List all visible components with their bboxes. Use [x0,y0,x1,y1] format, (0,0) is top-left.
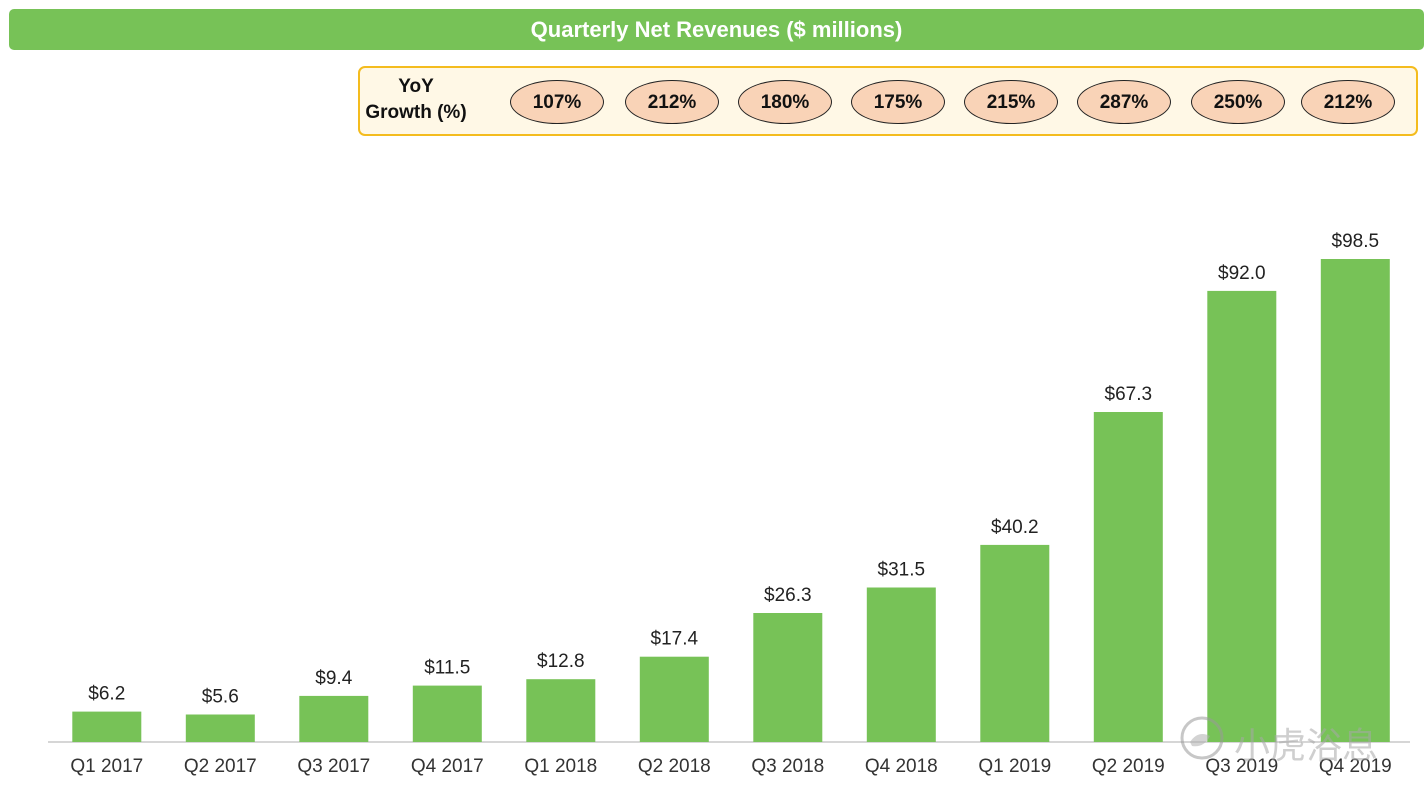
x-tick-label: Q1 2019 [978,756,1051,777]
yoy-label-line1: YoY [398,76,434,97]
bar-q1-2019 [980,544,1050,742]
bar-q4-2019 [1320,259,1390,742]
yoy-growth-value: 180% [738,80,832,124]
x-tick-label: Q1 2018 [524,756,597,777]
bar-q1-2018 [526,679,596,742]
bar-q3-2019 [1207,290,1277,742]
bar-q4-2017 [412,685,482,742]
x-tick-label: Q3 2019 [1205,756,1278,777]
yoy-growth-value: 212% [1301,80,1395,124]
bar-value-label: $11.5 [424,658,470,679]
bar-q3-2017 [299,695,369,742]
watermark-circle-icon [1180,716,1224,760]
yoy-growth-label: YoY Growth (%) [360,74,472,126]
yoy-growth-panel: YoY Growth (%) 107% 212% 180% 175% 215% … [358,66,1418,136]
x-tick-label: Q3 2017 [297,756,370,777]
yoy-growth-value: 287% [1077,80,1171,124]
x-tick-label: Q1 2017 [70,756,143,777]
x-tick-label: Q4 2018 [865,756,938,777]
bar-q2-2019 [1093,412,1163,742]
watermark-text: 小虎浴息 [1234,726,1378,767]
yoy-label-line2: Growth (%) [365,102,467,123]
bar-value-label: $67.3 [1105,384,1153,405]
bar-value-label: $40.2 [991,517,1039,538]
bar-value-label: $5.6 [202,687,239,708]
x-tick-label: Q4 2019 [1319,756,1392,777]
bar-value-label: $26.3 [764,585,812,606]
bar-value-label: $9.4 [315,668,352,689]
bar-value-label: $12.8 [537,651,585,672]
watermark-logo: 小虎浴息 [1180,716,1378,767]
bar-value-label: $98.5 [1332,231,1380,252]
bar-q4-2018 [866,587,936,742]
bar-q3-2018 [753,613,823,742]
bar-value-label: $6.2 [88,684,125,705]
x-tick-label: Q2 2019 [1092,756,1165,777]
bar-value-label: $17.4 [651,629,699,650]
bar-q1-2017 [72,711,142,742]
watermark-mark-icon [1190,734,1210,747]
yoy-growth-value: 175% [851,80,945,124]
x-tick-label: Q2 2018 [638,756,711,777]
x-tick-label: Q3 2018 [751,756,824,777]
yoy-growth-value: 107% [510,80,604,124]
yoy-growth-value: 250% [1191,80,1285,124]
chart-title: Quarterly Net Revenues ($ millions) [9,9,1424,50]
x-tick-label: Q2 2017 [184,756,257,777]
bar-q2-2017 [185,714,255,742]
x-tick-label: Q4 2017 [411,756,484,777]
bar-value-label: $92.0 [1218,263,1266,284]
yoy-growth-value: 215% [964,80,1058,124]
bar-value-label: $31.5 [878,560,926,581]
bar-q2-2018 [639,656,709,742]
yoy-growth-value: 212% [625,80,719,124]
